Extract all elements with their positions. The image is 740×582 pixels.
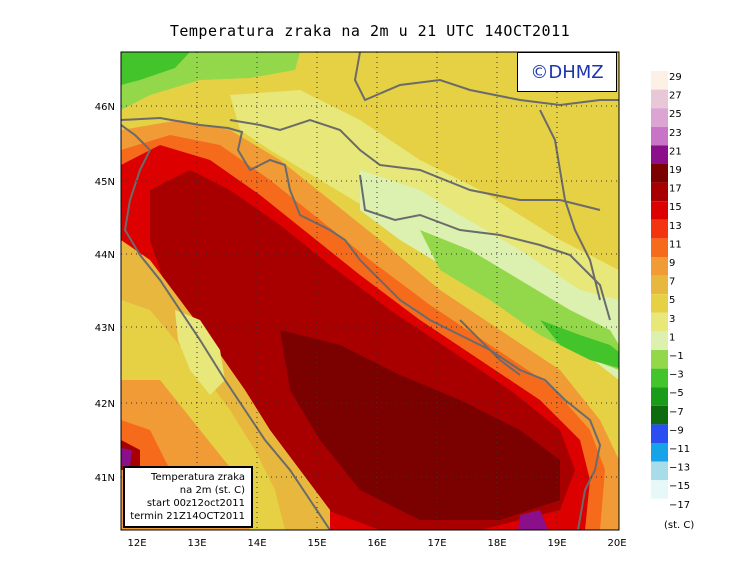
legend-swatch	[651, 424, 668, 443]
x-tick: 18E	[487, 538, 506, 549]
y-tick: 46N	[95, 102, 115, 113]
legend-label: −15	[669, 481, 690, 492]
legend-swatch	[651, 275, 668, 295]
y-tick: 41N	[95, 473, 115, 484]
legend-swatch	[651, 126, 668, 146]
legend-label: 23	[669, 128, 682, 139]
x-tick: 16E	[367, 538, 386, 549]
legend-label: 17	[669, 184, 682, 195]
legend-swatch	[651, 219, 668, 239]
x-tick: 20E	[607, 538, 626, 549]
x-tick: 13E	[187, 538, 206, 549]
legend-label: −7	[669, 407, 684, 418]
map-field	[121, 52, 619, 530]
x-tick: 15E	[307, 538, 326, 549]
y-axis-ticks: 46N 45N 44N 43N 42N 41N	[95, 102, 115, 484]
legend-swatch	[651, 461, 668, 481]
dhmz-logo: ©DHMZ	[517, 52, 617, 92]
legend-swatch	[651, 238, 668, 257]
legend-swatch	[651, 182, 668, 202]
legend-label: 13	[669, 221, 682, 232]
info-line: na 2m (st. C)	[179, 485, 245, 496]
map-title: Temperatura zraka na 2m u 21 UTC 14OCT20…	[169, 22, 571, 40]
legend-swatch	[651, 331, 668, 350]
map-frame	[120, 51, 620, 531]
legend-label: 25	[669, 109, 682, 120]
legend-swatch	[651, 387, 668, 406]
legend-label: −3	[669, 370, 684, 381]
x-tick: 19E	[547, 538, 566, 549]
legend-label: 7	[669, 277, 675, 288]
legend-label: −9	[669, 425, 684, 436]
legend-swatch	[651, 350, 668, 369]
legend-swatch	[651, 108, 668, 127]
x-axis-ticks: 12E 13E 14E 15E 16E 17E 18E 19E 20E	[127, 538, 626, 549]
legend-swatch	[651, 368, 668, 388]
y-tick: 43N	[95, 323, 115, 334]
legend-label: 9	[669, 258, 675, 269]
y-tick: 44N	[95, 250, 115, 261]
x-tick: 14E	[247, 538, 266, 549]
legend-label: −11	[669, 444, 690, 455]
grid-lines	[121, 52, 619, 530]
legend-label: 3	[669, 314, 675, 325]
legend-label: 29	[669, 72, 682, 83]
info-box: Temperatura zraka na 2m (st. C) start 00…	[123, 466, 253, 528]
legend-swatch	[651, 480, 668, 499]
legend-label: −5	[669, 388, 684, 399]
x-tick: 17E	[427, 538, 446, 549]
color-legend: 29 27 25 23 21 19 17 15 13 11 9 7 5 3 1 −1 −3 −5 −7 −9 −11 −1…	[651, 71, 690, 511]
legend-label: −13	[669, 463, 690, 474]
legend-swatch	[651, 201, 668, 220]
x-tick: 12E	[127, 538, 146, 549]
legend-units: (st. C)	[664, 520, 695, 531]
legend-swatch	[651, 89, 668, 109]
legend-swatch	[651, 164, 668, 183]
legend-label: 21	[669, 146, 682, 157]
info-line: start 00z12oct2011	[146, 498, 245, 509]
legend-swatch	[651, 257, 668, 276]
info-line: termin 21Z14OCT2011	[130, 511, 245, 522]
legend-swatch	[651, 294, 668, 313]
legend-label: 27	[669, 91, 682, 102]
legend-swatch	[651, 145, 668, 164]
legend-swatch	[651, 405, 668, 425]
legend-label: 15	[669, 202, 682, 213]
y-tick: 45N	[95, 177, 115, 188]
legend-label: 5	[669, 295, 675, 306]
legend-label: 1	[669, 332, 675, 343]
info-line: Temperatura zraka	[151, 472, 245, 483]
legend-label: −1	[669, 351, 684, 362]
legend-label: −17	[669, 500, 690, 511]
legend-swatch	[651, 312, 668, 332]
legend-label: 11	[669, 239, 682, 250]
y-tick: 42N	[95, 399, 115, 410]
legend-label: 19	[669, 165, 682, 176]
legend-swatch	[651, 443, 668, 462]
legend-swatch	[651, 71, 668, 90]
coastlines	[121, 52, 619, 530]
